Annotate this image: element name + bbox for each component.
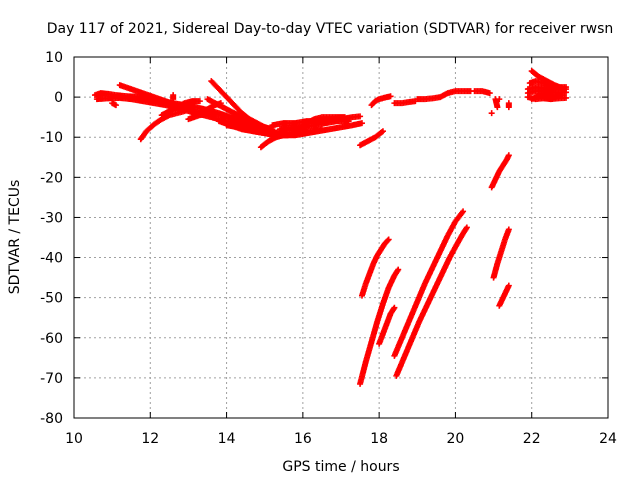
y-tick-label: -80 [40, 411, 63, 427]
y-axis-label: SDTVAR / TECUs [7, 180, 23, 295]
x-tick-label: 14 [218, 431, 236, 447]
x-tick-label: 16 [294, 431, 312, 447]
data-point [384, 237, 391, 244]
y-tick-label: -40 [40, 251, 63, 267]
x-tick-label: 22 [523, 431, 541, 447]
data-point [559, 92, 566, 99]
data-point [505, 282, 512, 289]
data-point [391, 304, 398, 311]
data-point [395, 266, 402, 273]
y-tick-label: -20 [40, 170, 63, 186]
y-tick-label: 10 [45, 50, 63, 66]
x-tick-label: 24 [599, 431, 617, 447]
data-point [387, 93, 394, 100]
x-tick-label: 10 [65, 431, 83, 447]
x-tick-label: 20 [447, 431, 465, 447]
data-point [341, 114, 348, 121]
data-point [112, 102, 119, 109]
x-tick-labels: 10 12 14 16 18 20 22 24 [65, 431, 617, 447]
data-point [181, 108, 188, 115]
data-point [378, 129, 385, 136]
data-point [494, 104, 501, 111]
y-tick-labels: 10 0 -10 -20 -30 -40 -50 -60 -70 -80 [40, 50, 63, 427]
y-tick-label: -30 [40, 210, 63, 226]
data-point [345, 118, 352, 125]
y-tick-label: -10 [40, 130, 63, 146]
grid [74, 57, 608, 418]
data-point [505, 226, 512, 233]
plot-frame [73, 56, 609, 419]
data-point [379, 128, 386, 135]
x-tick-label: 18 [370, 431, 388, 447]
data-points [91, 68, 570, 387]
axis-ticks [73, 56, 609, 419]
y-tick-label: -50 [40, 291, 63, 307]
data-point [563, 94, 570, 101]
x-axis-label: GPS time / hours [282, 459, 399, 475]
y-tick-label: -70 [40, 371, 63, 387]
y-tick-label: -60 [40, 331, 63, 347]
data-point [505, 104, 512, 111]
data-point [496, 96, 503, 103]
data-point [357, 113, 364, 120]
data-point [505, 152, 512, 159]
data-point [559, 85, 566, 92]
data-point [196, 98, 203, 105]
data-point [486, 90, 493, 97]
data-point [358, 120, 365, 127]
data-point [460, 208, 467, 215]
data-point [488, 110, 495, 117]
data-point [385, 236, 392, 243]
y-tick-label: 0 [54, 90, 63, 106]
chart-title: Day 117 of 2021, Sidereal Day-to-day VTE… [47, 21, 614, 37]
data-point [563, 84, 570, 91]
data-point [170, 96, 177, 103]
x-tick-label: 12 [141, 431, 159, 447]
data-point [463, 224, 470, 231]
